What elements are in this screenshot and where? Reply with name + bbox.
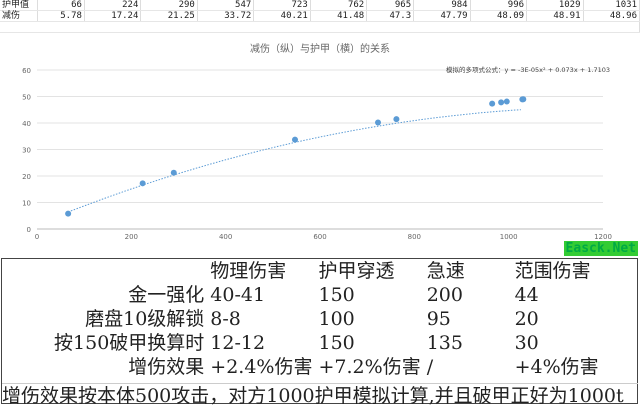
data-point: [503, 98, 510, 105]
cell: 95: [426, 308, 451, 330]
x-tick-label: 600: [313, 233, 326, 241]
armor-value: 290: [140, 0, 198, 11]
reduction-value: 47.79: [413, 10, 471, 22]
armor-value: 1029: [526, 0, 584, 11]
cell: 150: [318, 332, 355, 354]
cell: 44: [514, 284, 539, 306]
cell: 100: [318, 308, 355, 330]
armor-value: 996: [470, 0, 528, 11]
x-tick-label: 1000: [500, 233, 518, 241]
y-tick-label: 0: [27, 226, 31, 234]
data-point: [520, 96, 527, 103]
reduction-value: 41.48: [310, 10, 368, 22]
cell: /: [426, 356, 434, 378]
footnote: 增伤效果按本体500攻击，对方1000护甲模拟计算,并且破甲正好为1000t: [2, 383, 638, 408]
reduction-value: 48.09: [470, 10, 528, 22]
armor-value: 965: [366, 0, 415, 11]
row-label: 按150破甲换算时: [54, 332, 205, 354]
data-point: [292, 136, 299, 143]
table-row: 金一强化 40-41 150 200 44: [2, 283, 638, 307]
y-tick-label: 50: [22, 94, 31, 102]
y-tick-label: 10: [22, 200, 31, 208]
reduction-value: 48.96: [583, 10, 640, 22]
cell: 135: [426, 332, 463, 354]
row-label: 金一强化: [128, 284, 205, 306]
cell: +4%伤害: [514, 356, 599, 378]
trendline-equation: 模拟的多项式公式：y = -3E-05x² + 0.073x + 1.7103: [446, 65, 610, 74]
row-label: [2, 259, 208, 284]
data-point: [393, 116, 400, 123]
y-tick-label: 30: [22, 147, 31, 155]
reduction-value: 17.24: [84, 10, 142, 22]
row-label: 增伤效果: [128, 356, 205, 378]
cell: 20: [514, 308, 539, 330]
x-tick-label: 800: [408, 233, 421, 241]
table-row: 按150破甲换算时 12-12 150 135 30: [2, 331, 638, 355]
reduction-value: 5.78: [37, 10, 85, 22]
reduction-value: 47.3: [366, 10, 415, 22]
table-row: 磨盘10级解锁 8-8 100 95 20: [2, 307, 638, 331]
cell: +2.4%伤害: [210, 356, 313, 378]
data-point: [498, 99, 505, 106]
row-label: 减伤: [0, 10, 38, 22]
header-row: 物理伤害 护甲穿透 急速 范围伤害: [2, 259, 638, 284]
armor-value: 984: [413, 0, 471, 11]
cell: 200: [426, 284, 463, 306]
cell: 8-8: [210, 308, 241, 330]
cell: 12-12: [210, 332, 266, 354]
cell: 护甲穿透: [318, 260, 395, 282]
reduction-value: 33.72: [197, 10, 255, 22]
data-point: [170, 169, 177, 176]
armor-value: 66: [37, 0, 85, 11]
cell: 150: [318, 284, 355, 306]
chart-title: 减伤（纵）与护甲（横）的关系: [250, 42, 390, 55]
data-point: [65, 210, 72, 217]
x-tick-label: 1200: [594, 233, 612, 241]
data-point: [375, 119, 382, 126]
armor-value: 723: [253, 0, 311, 11]
reduction-value: 40.21: [253, 10, 311, 22]
stats-table: 物理伤害 护甲穿透 急速 范围伤害 金一强化 40-41 150 200 44 磨盘10级解锁 8-…: [1, 258, 638, 404]
reduction-value: 21.25: [140, 10, 198, 22]
cell: 急速: [426, 260, 465, 282]
y-tick-label: 40: [22, 120, 31, 128]
y-tick-label: 20: [22, 173, 31, 181]
armor-value: 1031: [583, 0, 640, 11]
armor-value: 762: [310, 0, 368, 11]
armor-data-table: 护甲值 66 224 290 547 723 762 965 984 996 1029 1031 减伤…: [0, 0, 640, 33]
cell: +7.2%伤害: [318, 356, 421, 378]
table-row: 增伤效果 +2.4%伤害 +7.2%伤害 / +4%伤害: [2, 355, 638, 379]
y-tick-label: 60: [22, 67, 31, 75]
data-point: [489, 100, 496, 107]
reduction-row: 减伤 5.78 17.24 21.25 33.72 40.21 41.48 47.3 47.79…: [0, 10, 640, 22]
x-tick-label: 0: [35, 233, 39, 241]
row-label: 护甲值: [0, 0, 38, 11]
armor-value: 224: [84, 0, 142, 11]
armor-value: 547: [197, 0, 255, 11]
cell: 40-41: [210, 284, 266, 306]
watermark: Easck.Net: [563, 241, 638, 256]
x-tick-label: 400: [219, 233, 232, 241]
cell: 物理伤害: [210, 260, 287, 282]
x-tick-label: 200: [125, 233, 138, 241]
cell: 30: [514, 332, 539, 354]
armor-row: 护甲值 66 224 290 547 723 762 965 984 996 1029 1031: [0, 0, 640, 11]
data-point: [139, 180, 146, 187]
trendline: [67, 109, 521, 213]
row-label: 磨盘10级解锁: [85, 308, 205, 330]
reduction-value: 48.91: [526, 10, 584, 22]
cell: 范围伤害: [514, 260, 591, 282]
